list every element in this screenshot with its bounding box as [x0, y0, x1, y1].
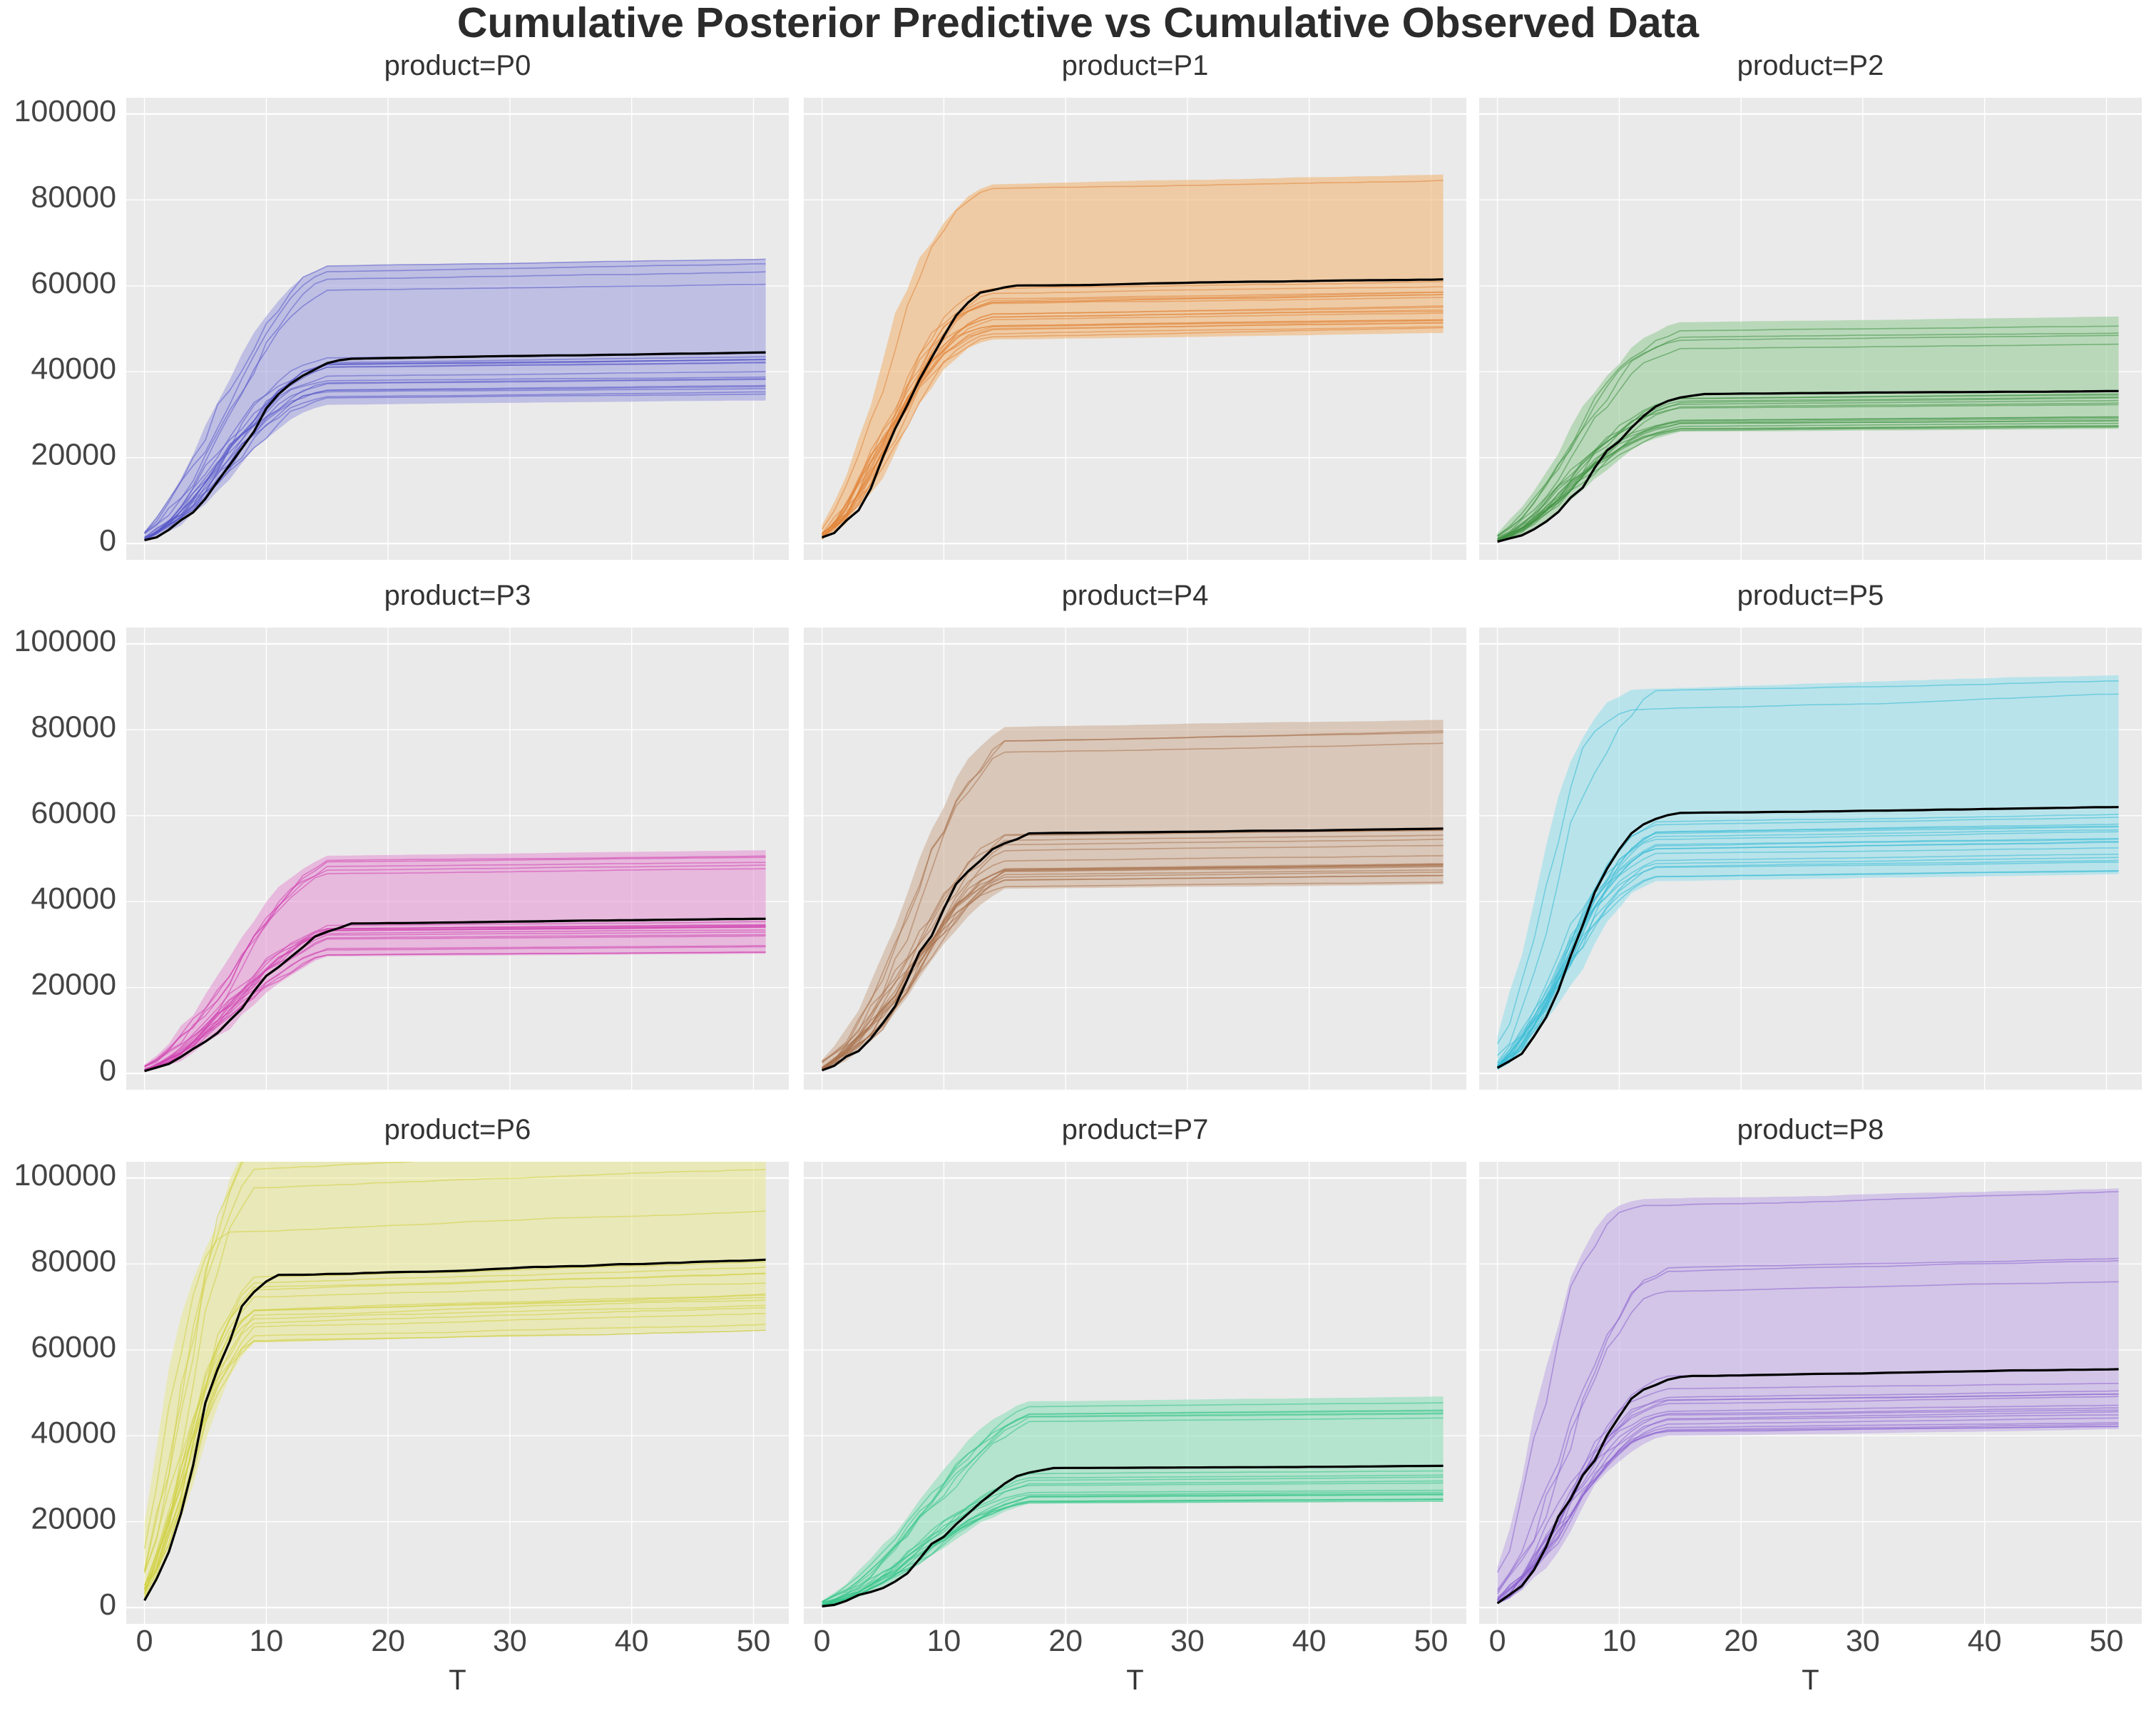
svg-text:60000: 60000 [31, 266, 116, 300]
svg-text:60000: 60000 [31, 1330, 116, 1364]
svg-text:product=P4: product=P4 [1062, 580, 1209, 611]
svg-text:0: 0 [136, 1624, 153, 1658]
svg-text:10: 10 [249, 1624, 283, 1658]
svg-text:T: T [1126, 1665, 1143, 1696]
svg-text:80000: 80000 [31, 180, 116, 214]
svg-text:40: 40 [615, 1624, 649, 1658]
svg-text:20: 20 [371, 1624, 405, 1658]
svg-text:20: 20 [1724, 1624, 1758, 1658]
svg-text:0: 0 [1489, 1624, 1506, 1658]
svg-text:product=P1: product=P1 [1062, 50, 1209, 81]
svg-text:30: 30 [1170, 1624, 1205, 1658]
svg-text:product=P6: product=P6 [384, 1114, 531, 1145]
svg-text:20000: 20000 [31, 438, 116, 472]
svg-text:0: 0 [99, 1588, 116, 1622]
svg-text:0: 0 [99, 1053, 116, 1088]
svg-text:Cumulative Posterior Predictiv: Cumulative Posterior Predictive vs Cumul… [457, 0, 1700, 46]
svg-text:40: 40 [1968, 1624, 2002, 1658]
svg-text:T: T [449, 1665, 466, 1696]
svg-text:product=P8: product=P8 [1737, 1114, 1884, 1145]
svg-text:80000: 80000 [31, 710, 116, 744]
svg-text:20000: 20000 [31, 968, 116, 1002]
svg-text:product=P0: product=P0 [384, 50, 531, 81]
svg-text:10: 10 [926, 1624, 961, 1658]
svg-text:product=P5: product=P5 [1737, 580, 1884, 611]
svg-text:100000: 100000 [14, 94, 117, 128]
svg-text:40000: 40000 [31, 881, 116, 916]
svg-text:T: T [1802, 1665, 1819, 1696]
svg-text:10: 10 [1602, 1624, 1636, 1658]
svg-text:80000: 80000 [31, 1244, 116, 1278]
svg-text:50: 50 [2090, 1624, 2124, 1658]
svg-text:30: 30 [493, 1624, 527, 1658]
svg-text:100000: 100000 [14, 1158, 117, 1192]
svg-text:0: 0 [814, 1624, 831, 1658]
svg-text:product=P7: product=P7 [1062, 1114, 1209, 1145]
svg-text:20000: 20000 [31, 1502, 116, 1536]
svg-text:20: 20 [1048, 1624, 1083, 1658]
svg-text:60000: 60000 [31, 796, 116, 830]
svg-text:40: 40 [1292, 1624, 1327, 1658]
svg-text:40000: 40000 [31, 352, 116, 386]
svg-text:0: 0 [99, 523, 116, 558]
svg-text:50: 50 [737, 1624, 771, 1658]
svg-text:100000: 100000 [14, 624, 117, 658]
svg-text:30: 30 [1846, 1624, 1880, 1658]
svg-text:product=P2: product=P2 [1737, 50, 1884, 81]
svg-text:50: 50 [1414, 1624, 1449, 1658]
svg-text:product=P3: product=P3 [384, 580, 531, 611]
svg-text:40000: 40000 [31, 1416, 116, 1450]
